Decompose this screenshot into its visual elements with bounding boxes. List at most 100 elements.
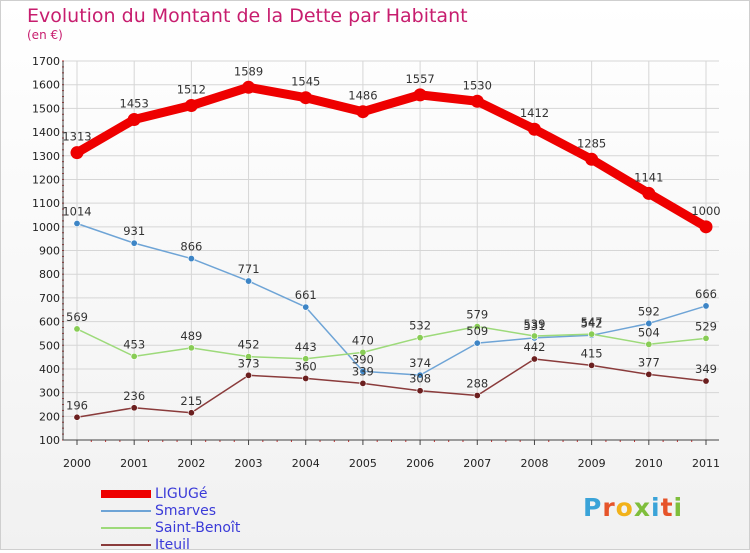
x-tick-label: 2008 — [520, 457, 548, 470]
axes: 1002003004005006007008009001000110012001… — [32, 55, 720, 470]
legend-label: LIGUGé — [155, 485, 208, 502]
logo-letter: r — [602, 493, 616, 522]
data-label-liguge: 1453 — [120, 97, 149, 111]
point-liguge — [356, 105, 370, 119]
data-label-iteuil: 339 — [352, 364, 374, 378]
data-label-saint-benoit: 443 — [295, 340, 317, 354]
data-label-saint-benoit: 532 — [409, 319, 431, 333]
x-tick-label: 2009 — [578, 457, 606, 470]
x-tick-label: 2004 — [292, 457, 320, 470]
data-label-iteuil: 373 — [238, 356, 260, 370]
series-line-liguge — [72, 82, 711, 232]
legend-label: Saint-Benoît — [155, 519, 241, 536]
legend: LIGUGé Smarves Saint-Benoît Iteuil — [101, 485, 240, 553]
point-smarves — [645, 319, 653, 327]
data-label-iteuil: 288 — [466, 376, 488, 390]
point-saint-benoit — [416, 334, 424, 342]
point-saint-benoit — [73, 325, 81, 333]
point-smarves — [302, 303, 310, 311]
grid — [63, 60, 719, 440]
y-tick-label: 1500 — [32, 102, 60, 115]
data-label-saint-benoit: 569 — [66, 310, 88, 324]
x-tick-label: 2006 — [406, 457, 434, 470]
point-saint-benoit — [702, 334, 710, 342]
y-tick-label: 900 — [39, 245, 60, 258]
point-iteuil — [359, 379, 367, 387]
point-iteuil — [588, 361, 596, 369]
y-tick-label: 300 — [39, 387, 60, 400]
legend-swatch — [101, 489, 151, 498]
x-tick-label: 2002 — [177, 457, 205, 470]
series-line-smarves — [76, 222, 707, 376]
data-label-liguge: 1557 — [405, 72, 434, 86]
point-iteuil — [645, 370, 653, 378]
data-label-smarves: 592 — [638, 304, 660, 318]
data-label-iteuil: 442 — [523, 340, 545, 354]
y-tick-label: 200 — [39, 410, 60, 423]
point-iteuil — [702, 377, 710, 385]
point-liguge — [699, 220, 713, 234]
series-layer — [70, 80, 713, 421]
data-label-smarves: 771 — [238, 262, 260, 276]
data-label-smarves: 866 — [180, 240, 202, 254]
logo-letter: i — [651, 493, 661, 522]
data-label-smarves: 542 — [581, 316, 603, 330]
data-label-smarves: 1014 — [62, 204, 91, 218]
point-smarves — [187, 255, 195, 263]
point-liguge — [413, 88, 427, 102]
point-liguge — [585, 152, 599, 166]
point-smarves — [359, 367, 367, 375]
x-tick-label: 2001 — [120, 457, 148, 470]
data-label-liguge: 1313 — [62, 130, 91, 144]
data-label-saint-benoit: 489 — [180, 329, 202, 343]
y-tick-label: 1300 — [32, 150, 60, 163]
point-iteuil — [473, 391, 481, 399]
x-tick-label: 2011 — [692, 457, 720, 470]
point-smarves — [416, 371, 424, 379]
point-liguge — [527, 122, 541, 136]
legend-item-liguge: LIGUGé — [101, 485, 240, 502]
data-label-smarves: 531 — [523, 319, 545, 333]
point-liguge — [642, 186, 656, 200]
point-iteuil — [245, 371, 253, 379]
data-label-smarves: 509 — [466, 324, 488, 338]
data-label-smarves: 661 — [295, 288, 317, 302]
data-label-saint-benoit: 579 — [466, 308, 488, 322]
legend-label: Smarves — [155, 502, 217, 519]
y-tick-label: 1100 — [32, 197, 60, 210]
y-tick-label: 1400 — [32, 126, 60, 139]
data-label-iteuil: 349 — [695, 362, 717, 376]
point-saint-benoit — [187, 344, 195, 352]
point-iteuil — [130, 404, 138, 412]
legend-item-smarves: Smarves — [101, 502, 240, 519]
data-label-smarves: 374 — [409, 356, 431, 370]
point-smarves — [73, 219, 81, 227]
data-label-iteuil: 308 — [409, 372, 431, 386]
data-labels: 1014 931 866 771 661 390 374 509 531 542 592 666 569… — [62, 64, 720, 412]
point-iteuil — [530, 355, 538, 363]
point-saint-benoit — [245, 353, 253, 361]
legend-item-saint-benoit: Saint-Benoît — [101, 519, 240, 536]
point-saint-benoit — [530, 332, 538, 340]
logo-letter: o — [615, 493, 634, 522]
chart-unit-label: (en €) — [27, 28, 63, 42]
point-smarves — [473, 339, 481, 347]
y-tick-label: 700 — [39, 292, 60, 305]
data-label-liguge: 1530 — [463, 78, 492, 92]
data-label-liguge: 1545 — [291, 75, 320, 89]
data-label-smarves: 390 — [352, 352, 374, 366]
y-tick-label: 1600 — [32, 79, 60, 92]
series-line-iteuil — [76, 358, 707, 419]
proxiti-logo: Proxiti — [583, 493, 683, 522]
data-label-iteuil: 196 — [66, 398, 88, 412]
point-iteuil — [302, 374, 310, 382]
y-tick-label: 1200 — [32, 173, 60, 186]
legend-label: Iteuil — [155, 536, 190, 553]
data-label-saint-benoit: 504 — [638, 325, 660, 339]
logo-letter: x — [633, 493, 651, 522]
data-label-liguge: 1589 — [234, 64, 263, 78]
logo-letter: i — [673, 493, 684, 522]
data-label-saint-benoit: 547 — [581, 315, 603, 329]
